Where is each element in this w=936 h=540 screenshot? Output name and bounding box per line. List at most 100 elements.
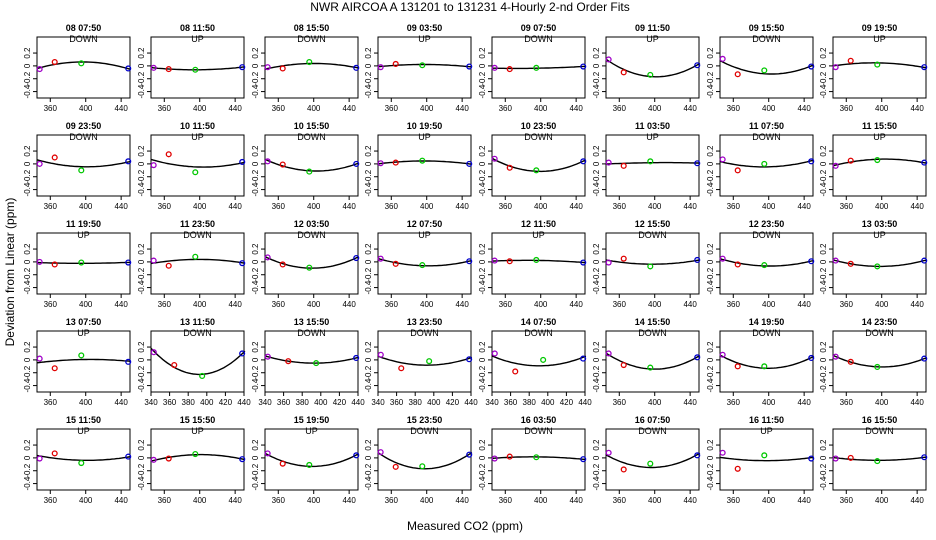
panel-frame	[377, 428, 472, 491]
x-tick-label: 440	[578, 398, 592, 407]
y-tick-label: 0	[137, 455, 146, 460]
data-point	[694, 160, 701, 167]
x-tick-label: 360	[840, 496, 854, 505]
panel-frame	[491, 330, 586, 393]
data-point	[150, 64, 157, 71]
data-point	[647, 364, 654, 371]
y-tick-label: 0.2	[364, 439, 373, 451]
data-point	[580, 259, 587, 266]
y-tick-label: 0	[819, 357, 828, 362]
y-tick-label: 0.2	[23, 145, 32, 157]
data-point	[847, 454, 854, 461]
panel-title: 13 03:50	[862, 219, 898, 229]
x-tick-label: 420	[219, 398, 233, 407]
y-tick-label: -0.2	[478, 169, 487, 183]
x-tick-label: 360	[840, 104, 854, 113]
y-tick-label: -0.4	[251, 476, 260, 490]
y-tick-label: -0.4	[592, 182, 601, 196]
panel-direction: DOWN	[524, 328, 553, 338]
panel-title: 09 19:50	[862, 23, 898, 33]
y-tick-label: -0.2	[137, 267, 146, 281]
x-tick-label: 440	[455, 202, 469, 211]
data-point	[78, 459, 85, 467]
data-point	[847, 57, 854, 64]
data-point	[605, 159, 612, 166]
data-point	[620, 162, 627, 169]
data-point	[874, 458, 881, 465]
x-tick-label: 400	[420, 496, 434, 505]
fit-curve	[36, 454, 132, 461]
panel-frame	[605, 330, 700, 393]
data-point	[921, 159, 928, 166]
data-point	[51, 450, 58, 457]
y-tick-label: -0.4	[23, 476, 32, 490]
y-tick-label: -0.4	[592, 476, 601, 490]
data-point	[580, 63, 587, 70]
y-tick-label: 0.2	[706, 145, 715, 157]
y-tick-label: 0	[364, 455, 373, 460]
data-point	[165, 455, 172, 462]
x-tick-label: 400	[762, 300, 776, 309]
y-tick-label: -0.2	[706, 169, 715, 183]
data-point	[279, 460, 286, 467]
x-tick-label: 400	[541, 398, 555, 407]
data-point	[694, 256, 701, 264]
data-point	[921, 355, 928, 362]
x-tick-label: 400	[875, 104, 889, 113]
x-tick-label: 380	[523, 398, 537, 407]
data-point	[832, 353, 839, 360]
panel-direction: UP	[77, 230, 90, 240]
data-point	[491, 350, 498, 357]
y-tick-label: -0.4	[23, 84, 32, 98]
data-point	[874, 156, 881, 164]
y-tick-label: -0.2	[819, 169, 828, 183]
y-tick-label: -0.2	[819, 267, 828, 281]
x-tick-label: 380	[182, 398, 196, 407]
x-tick-label: 360	[44, 398, 58, 407]
x-tick-label: 440	[114, 398, 128, 407]
y-tick-label: 0	[364, 161, 373, 166]
y-tick-label: -0.2	[23, 71, 32, 85]
x-tick-label: 440	[910, 398, 924, 407]
data-point	[491, 257, 498, 264]
x-tick-label: 440	[569, 300, 583, 309]
panel-direction: UP	[418, 132, 431, 142]
y-tick-label: 0	[364, 357, 373, 362]
y-tick-label: 0.2	[592, 439, 601, 451]
fit-curve	[832, 354, 928, 368]
data-point	[466, 451, 473, 458]
x-tick-label: 360	[385, 104, 399, 113]
x-tick-label: 400	[420, 300, 434, 309]
data-point	[239, 350, 246, 357]
y-tick-label: -0.4	[364, 182, 373, 196]
data-point	[533, 64, 540, 71]
x-tick-label: 440	[114, 104, 128, 113]
panel-title: 09 23:50	[66, 121, 102, 131]
data-point	[51, 261, 58, 268]
y-tick-label: -0.2	[592, 365, 601, 379]
y-tick-label: -0.2	[592, 267, 601, 281]
data-point	[51, 58, 58, 66]
x-tick-label: 360	[840, 398, 854, 407]
y-tick-label: 0	[706, 357, 715, 362]
data-point	[313, 360, 320, 367]
data-point	[620, 69, 627, 76]
data-point	[620, 255, 627, 262]
data-point	[36, 455, 43, 462]
y-tick-label: -0.4	[364, 84, 373, 98]
panel-direction: DOWN	[638, 426, 667, 436]
data-point	[605, 259, 612, 266]
y-tick-label: 0.2	[478, 341, 487, 353]
y-tick-label: 0.2	[364, 145, 373, 157]
y-tick-label: 0.2	[364, 243, 373, 255]
x-tick-label: 440	[910, 104, 924, 113]
y-tick-label: -0.2	[364, 71, 373, 85]
data-point	[392, 60, 399, 68]
y-tick-label: 0	[478, 357, 487, 362]
